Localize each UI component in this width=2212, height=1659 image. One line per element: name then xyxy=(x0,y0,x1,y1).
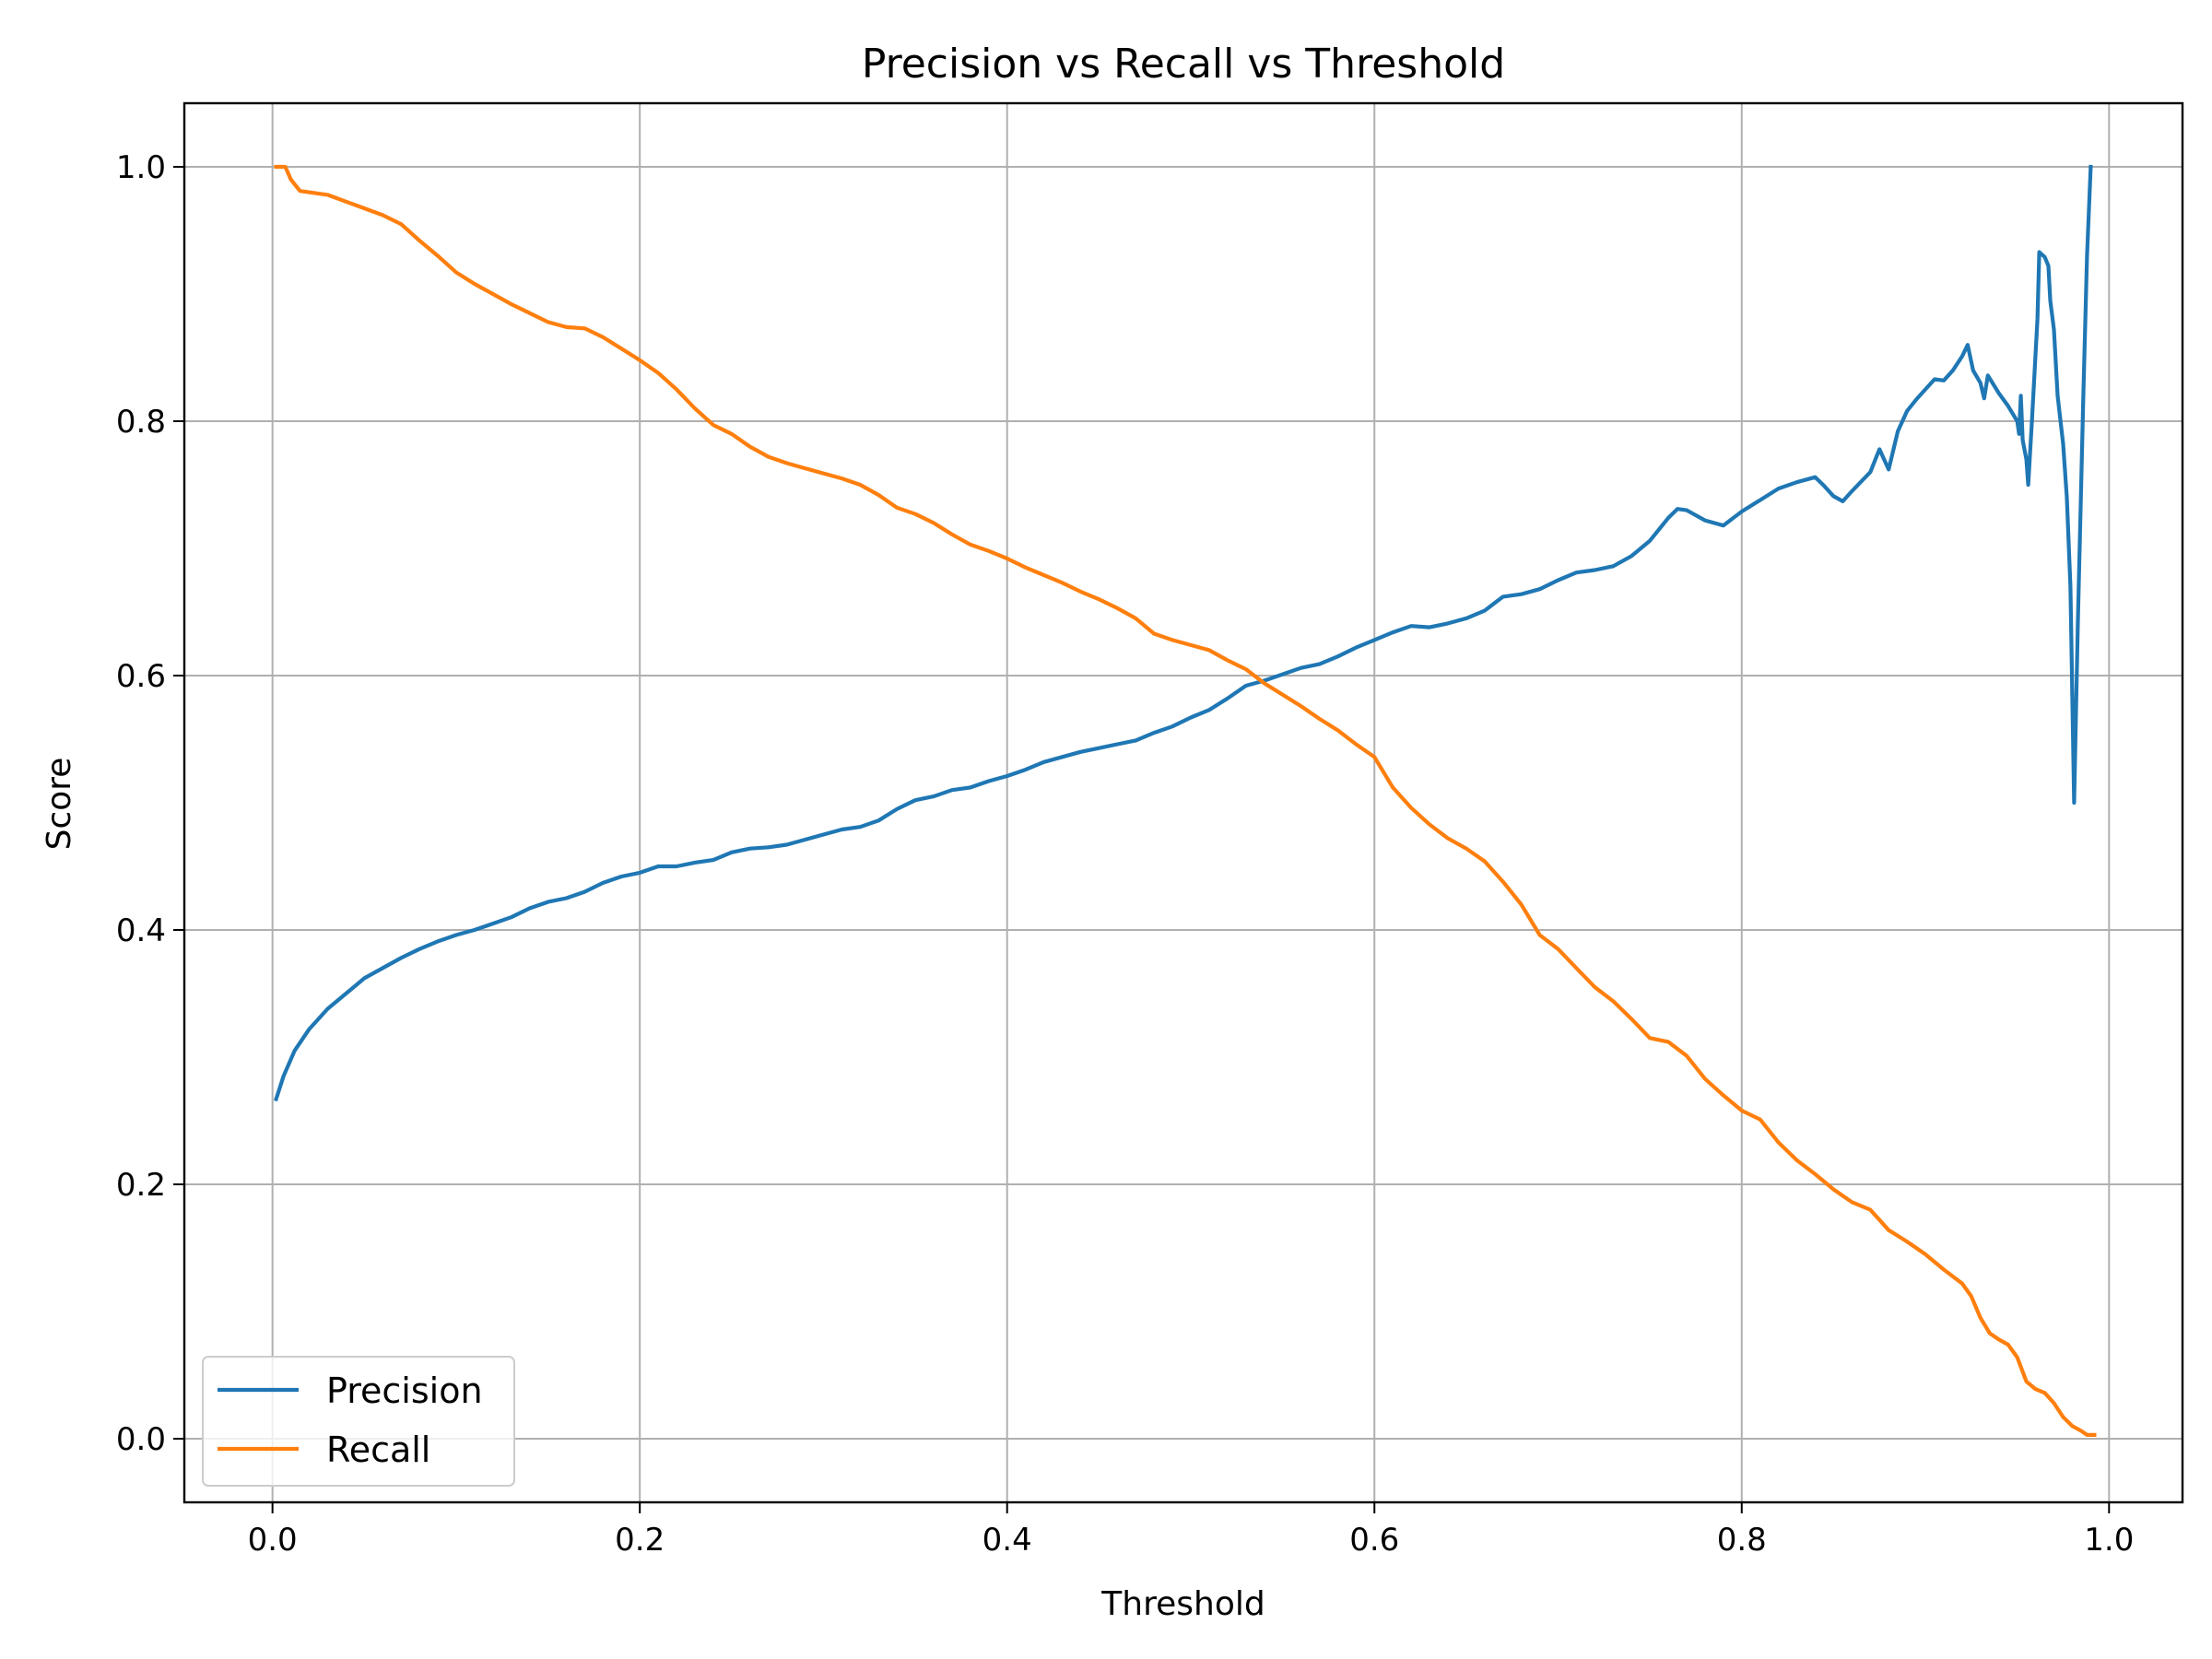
plot-frame xyxy=(182,101,2184,1504)
chart-title: Precision vs Recall vs Threshold xyxy=(862,41,1505,88)
y-tick-label: 1.0 xyxy=(116,149,166,186)
legend-label-precision: Precision xyxy=(326,1371,483,1411)
x-tick-label: 0.2 xyxy=(615,1522,665,1559)
series-line-precision xyxy=(273,164,2093,1102)
grid xyxy=(184,103,2183,1502)
legend-label-recall: Recall xyxy=(326,1430,430,1470)
x-tick-label: 1.0 xyxy=(2084,1522,2134,1559)
x-tick-label: 0.6 xyxy=(1349,1522,1399,1559)
legend: Precision Recall xyxy=(202,1356,515,1487)
x-axis-label: Threshold xyxy=(1100,1585,1265,1623)
y-axis-label: Score xyxy=(41,758,78,851)
y-tick-label: 0.2 xyxy=(116,1167,166,1204)
x-tick-label: 0.8 xyxy=(1717,1522,1767,1559)
y-tick-label: 0.6 xyxy=(116,658,166,695)
series-line-recall xyxy=(274,164,2097,1438)
y-tick-label: 0.8 xyxy=(116,404,166,441)
x-tick-label: 0.0 xyxy=(248,1522,298,1559)
y-tick-label: 0.4 xyxy=(116,912,166,949)
series-lines xyxy=(273,164,2097,1438)
axis-ticks: 0.0 0.2 0.4 0.6 0.8 1.0 0.0 0.2 0.4 0.6 0.8 1.0 xyxy=(116,149,2134,1559)
x-tick-label: 0.4 xyxy=(982,1522,1032,1559)
y-tick-label: 0.0 xyxy=(116,1421,166,1458)
